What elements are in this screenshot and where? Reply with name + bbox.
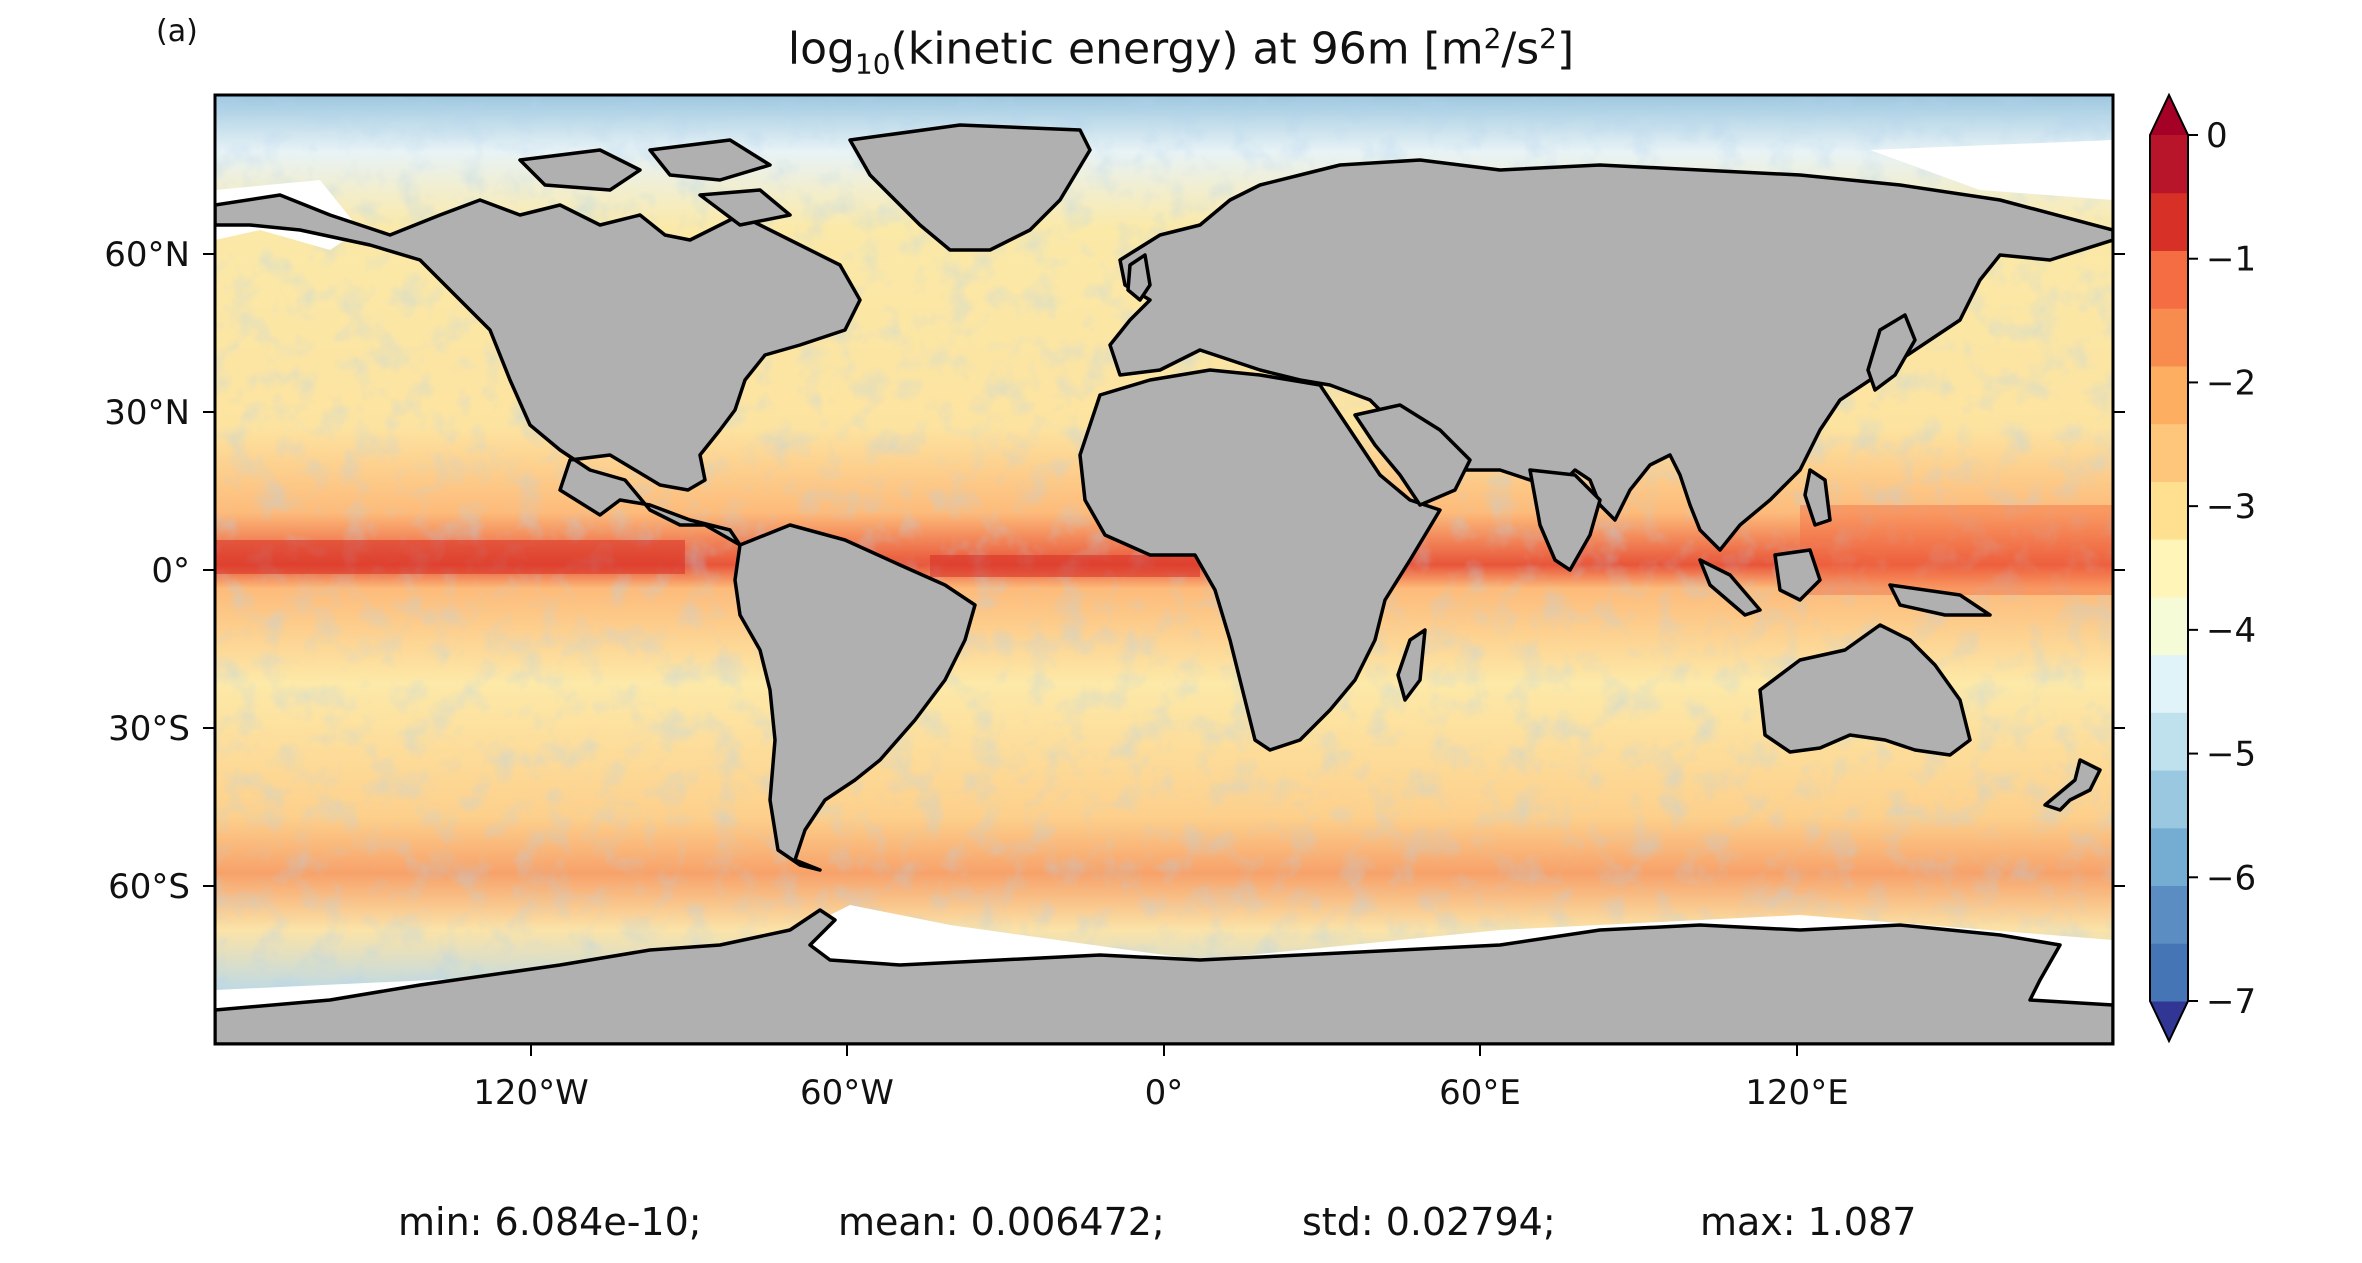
colorbar-swatch	[2150, 827, 2188, 887]
japan	[1866, 313, 1917, 392]
title-prefix: log	[787, 23, 855, 75]
colorbar-extend-max	[2150, 95, 2188, 135]
x-tick-label: 60°E	[1439, 1073, 1521, 1113]
y-tick-label: 30°N	[104, 393, 190, 433]
title-superscript-2: 2	[1539, 22, 1557, 55]
colorbar-swatch	[2150, 135, 2188, 194]
indian-subcontinent	[1528, 468, 1602, 572]
x-tick-label: 120°E	[1745, 1073, 1848, 1113]
colorbar-swatch	[2150, 423, 2188, 482]
y-tick-label: 0°	[151, 551, 190, 591]
stat-min: min: 6.084e-10;	[398, 1200, 702, 1244]
sea-ice-north-2	[1870, 140, 2113, 200]
figure-title: log10(kinetic energy) at 96m [m2/s2]	[0, 22, 2362, 80]
colorbar-swatch	[2150, 192, 2188, 251]
equatorial-current-pacific	[215, 540, 685, 574]
colorbar: 0 −1 −2 −3 −4 −5 −6 −7	[2149, 92, 2256, 1044]
colorbar-tick-label: −4	[2206, 611, 2256, 651]
philippines	[1803, 468, 1832, 527]
panel-label: (a)	[156, 14, 198, 49]
title-superscript-1: 2	[1483, 22, 1502, 55]
western-pacific-current	[1800, 505, 2113, 595]
north-america	[215, 193, 862, 547]
y-tick-label: 30°S	[108, 709, 190, 749]
antarctica	[215, 908, 2113, 1044]
y-tick-labels: 60°N 30°N 0° 30°S 60°S	[104, 235, 190, 907]
title-mid: (kinetic energy) at 96m [m	[890, 23, 1484, 75]
title-subscript: 10	[854, 47, 891, 81]
colorbar-swatch	[2150, 308, 2188, 367]
australia	[1758, 623, 1972, 757]
colorbar-swatch	[2150, 539, 2188, 598]
new-guinea	[1888, 583, 1992, 617]
eurasia	[1108, 158, 2113, 552]
arctic-island-3	[698, 188, 792, 227]
colorbar-tick-label: −3	[2206, 487, 2256, 527]
stat-std: std: 0.02794;	[1302, 1200, 1556, 1244]
greenland	[848, 123, 1092, 252]
colorbar-tick-label: −7	[2206, 982, 2256, 1022]
x-tick-labels: 120°W 60°W 0° 60°E 120°E	[473, 1073, 1848, 1113]
madagascar	[1396, 628, 1427, 702]
colorbar-tick-label: −1	[2206, 240, 2256, 280]
colorbar-swatch	[2150, 943, 2188, 1002]
colorbar-swatch	[2150, 885, 2188, 944]
stat-mean: mean: 0.006472;	[838, 1200, 1165, 1244]
colorbar-tick-label: 0	[2206, 116, 2228, 156]
arctic-island-2	[648, 138, 772, 182]
colorbar-tick-label: −2	[2206, 363, 2256, 403]
title-mid2: /s	[1501, 23, 1540, 75]
new-zealand	[2043, 758, 2102, 812]
sumatra	[1698, 558, 1762, 617]
x-tick-label: 60°W	[800, 1073, 894, 1113]
x-tick-label: 0°	[1145, 1073, 1184, 1113]
africa	[1078, 368, 1442, 752]
y-tick-label: 60°N	[104, 235, 190, 275]
colorbar-swatch	[2150, 654, 2188, 713]
map-area	[215, 95, 2113, 1044]
south-america	[733, 523, 977, 872]
x-axis-ticks	[530, 1044, 1798, 1056]
colorbar-swatch	[2150, 712, 2188, 771]
colorbar-swatch	[2150, 770, 2188, 829]
arctic-island-1	[518, 148, 642, 192]
arabian-peninsula	[1353, 403, 1472, 507]
x-tick-label: 120°W	[473, 1073, 589, 1113]
land-masses	[215, 123, 2113, 1044]
colorbar-extend-min	[2150, 1001, 2188, 1041]
colorbar-swatch	[2150, 481, 2188, 540]
y-axis-ticks	[203, 253, 2125, 887]
title-suffix: ]	[1556, 23, 1575, 75]
colorbar-swatch	[2150, 250, 2188, 309]
colorbar-tick-label: −5	[2206, 735, 2256, 775]
borneo	[1773, 548, 1822, 602]
colorbar-swatch	[2150, 596, 2188, 656]
colorbar-swatch	[2150, 365, 2188, 425]
colorbar-tick-label: −6	[2206, 858, 2256, 898]
equatorial-current-atlantic	[930, 555, 1200, 577]
y-tick-label: 60°S	[108, 867, 190, 907]
stat-max: max: 1.087	[1700, 1200, 1917, 1244]
great-britain	[1126, 253, 1152, 302]
